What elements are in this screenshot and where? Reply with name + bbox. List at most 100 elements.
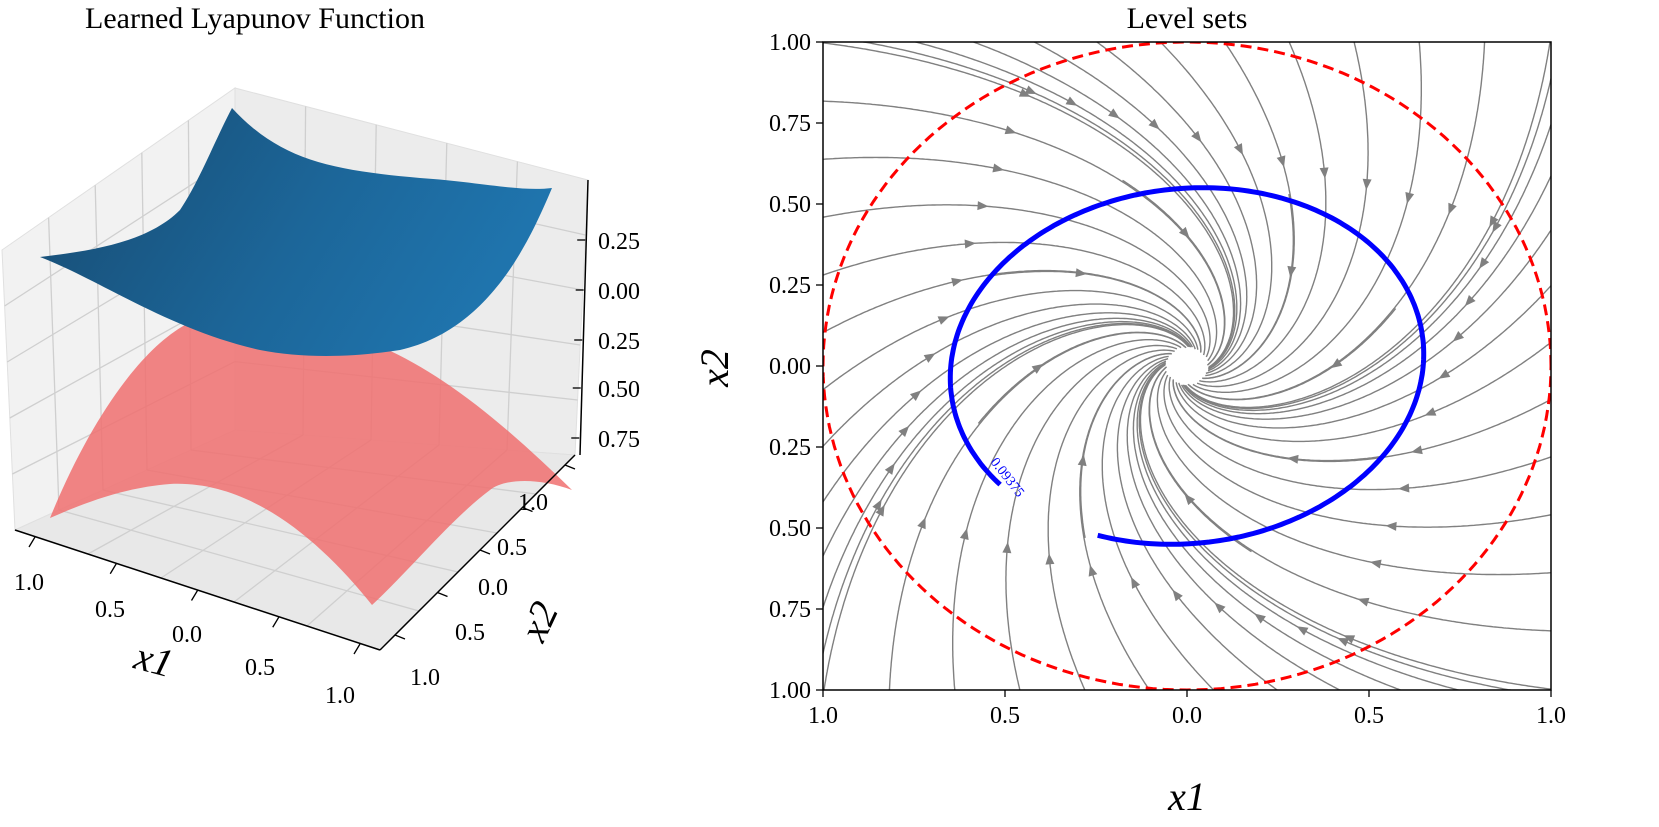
x1-tick: 1.0 [325, 683, 355, 709]
stream-arrow [964, 239, 976, 249]
streamline [1132, 361, 1403, 690]
surface-plot: Learned Lyapunov Function 0.25 0.00 0.25… [1, 2, 640, 709]
upper-surface [40, 108, 552, 356]
stream-arrow [1004, 125, 1017, 135]
streamline [1199, 42, 1327, 383]
streamline [993, 270, 1202, 353]
stream-arrow [1065, 96, 1078, 106]
streamline [1196, 42, 1369, 388]
stream-arrow [1172, 589, 1183, 602]
streamline [823, 317, 1192, 558]
x-tick-label: 1.0 [808, 703, 838, 729]
streamline [1079, 352, 1172, 539]
stream-arrow [1319, 167, 1329, 179]
x-tick-label: 0.0 [1172, 703, 1202, 729]
stream-arrow [951, 277, 963, 287]
stream-arrow [1024, 85, 1037, 95]
streamline [1139, 364, 1551, 690]
lower-surface [50, 325, 572, 605]
streamline [1148, 366, 1252, 553]
stream-arrow [959, 528, 969, 541]
level-set-curve [947, 185, 1427, 547]
streamline [1101, 355, 1215, 690]
x2-tick: 1.0 [410, 665, 440, 691]
y-tick-label: 1.00 [769, 30, 811, 56]
streamline [823, 320, 1191, 610]
level-set-plot-title: Level sets [1127, 2, 1248, 35]
streamline [1188, 42, 1486, 400]
x1-axis-label-2d: x1 [1167, 774, 1206, 819]
x2-tick: 0.0 [478, 575, 508, 601]
x2-tick: 0.5 [455, 620, 485, 646]
streamline [1136, 363, 1461, 690]
tick-mark [353, 643, 361, 655]
streamline [823, 42, 1235, 368]
streamline [1168, 376, 1551, 491]
streamline [823, 323, 1189, 690]
stream-arrow [1438, 369, 1451, 379]
x2-tick: 1.0 [518, 490, 548, 516]
ticks-2d: 1.0 0.5 0.0 0.5 1.01.000.750.500.250.000.250… [769, 30, 1566, 729]
stream-arrow [1369, 559, 1382, 569]
streamline [1192, 42, 1423, 393]
streamline [952, 339, 1182, 690]
streamline [913, 42, 1238, 369]
y-tick-label: 0.25 [769, 273, 811, 299]
x1-tick: 0.0 [172, 622, 202, 648]
streamline [1180, 228, 1551, 420]
stream-arrow [872, 499, 882, 512]
streamline [823, 312, 1194, 504]
tick-mark [522, 506, 533, 513]
y-tick-label: 0.75 [769, 111, 811, 137]
streamline [1185, 42, 1551, 409]
stream-arrow [1075, 268, 1087, 278]
stream-arrow [937, 316, 950, 325]
stream-arrow [1411, 445, 1423, 455]
z-tick: 0.50 [598, 377, 640, 403]
tick-mark [190, 590, 199, 601]
y-tick-label: 0.50 [769, 192, 811, 218]
stream-arrow [1287, 265, 1297, 278]
streamline [823, 303, 1196, 448]
streamline [1187, 308, 1397, 401]
stream-arrow [1088, 564, 1098, 577]
x1-axis [14, 529, 381, 651]
z-tick: 0.00 [598, 279, 640, 305]
tick-mark [109, 563, 117, 575]
streamline [1032, 42, 1248, 372]
stream-arrow [1276, 155, 1286, 168]
stream-arrow [1184, 493, 1196, 506]
x1-axis-label: x1 [129, 633, 178, 686]
streamline [1159, 42, 1273, 377]
y-tick-label: 0.50 [769, 516, 811, 542]
tick-mark [272, 616, 280, 628]
y-tick-label: 0.25 [769, 435, 811, 461]
streamline [977, 331, 1187, 424]
stream-arrow [1330, 358, 1343, 369]
stream-arrow [1287, 454, 1299, 464]
streamline [823, 156, 1218, 362]
streamline [823, 204, 1211, 358]
streamline [1047, 349, 1175, 690]
z-tick: 0.25 [598, 229, 640, 255]
streamline [823, 322, 1190, 657]
x1-tick: 1.0 [14, 570, 44, 596]
y-tick-label: 1.00 [769, 678, 811, 704]
stream-arrow [1018, 88, 1031, 97]
streamline [823, 241, 1206, 356]
stream-arrow [1214, 602, 1226, 614]
grid-line [58, 509, 420, 612]
stream-arrow [1045, 553, 1055, 565]
level-set-plot: Level sets 0.09375 1.0 0.5 0.0 0.5 1.01.000.… [692, 2, 1566, 819]
stream-arrow [1448, 202, 1457, 215]
streamline [1163, 374, 1551, 528]
y-tick-label: 0.75 [769, 597, 811, 623]
streamline [1183, 122, 1551, 412]
streamline [1175, 341, 1551, 443]
plot-frame [822, 41, 1552, 691]
ticks-3d [28, 239, 586, 655]
x1-tick: 0.5 [95, 597, 125, 623]
streamlines [823, 42, 1551, 690]
boundary-circle [823, 42, 1551, 690]
